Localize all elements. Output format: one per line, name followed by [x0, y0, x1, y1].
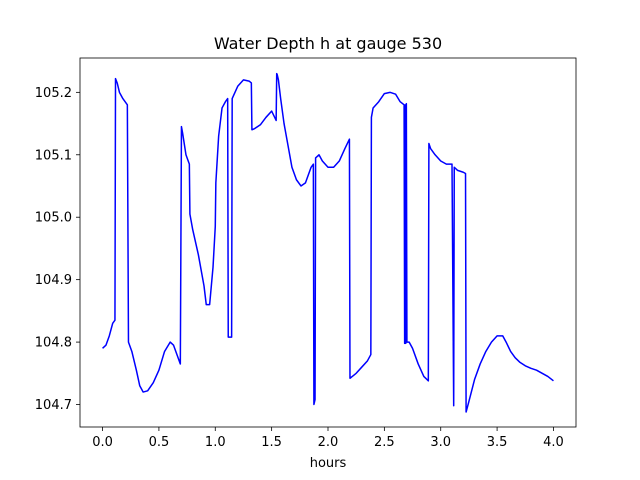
y-axis: 104.7 104.8 104.9 105.0 105.1 105.2	[35, 86, 80, 413]
x-tick-label: 2.5	[374, 435, 395, 450]
y-tick-label: 105.2	[35, 86, 72, 101]
x-tick-label: 1.0	[205, 435, 226, 450]
y-tick-label: 104.9	[35, 273, 72, 288]
x-tick-label: 3.5	[487, 435, 508, 450]
x-tick-label: 4.0	[543, 435, 564, 450]
x-axis-label: hours	[310, 456, 347, 471]
plot-area	[102, 72, 554, 413]
series-line-water-depth	[102, 72, 554, 413]
y-tick-label: 104.8	[35, 336, 72, 351]
y-tick-label: 105.1	[35, 148, 72, 163]
x-tick-label: 0.0	[92, 435, 113, 450]
x-tick-label: 1.5	[261, 435, 282, 450]
chart-title: Water Depth h at gauge 530	[214, 34, 442, 53]
plot-frame	[79, 57, 577, 428]
x-axis: 0.0 0.5 1.0 1.5 2.0 2.5 3.0 3.5 4.0	[92, 427, 564, 450]
x-tick-label: 0.5	[149, 435, 170, 450]
x-tick-label: 2.0	[318, 435, 339, 450]
y-tick-label: 105.0	[35, 211, 72, 226]
y-tick-label: 104.7	[35, 398, 72, 413]
x-tick-label: 3.0	[430, 435, 451, 450]
